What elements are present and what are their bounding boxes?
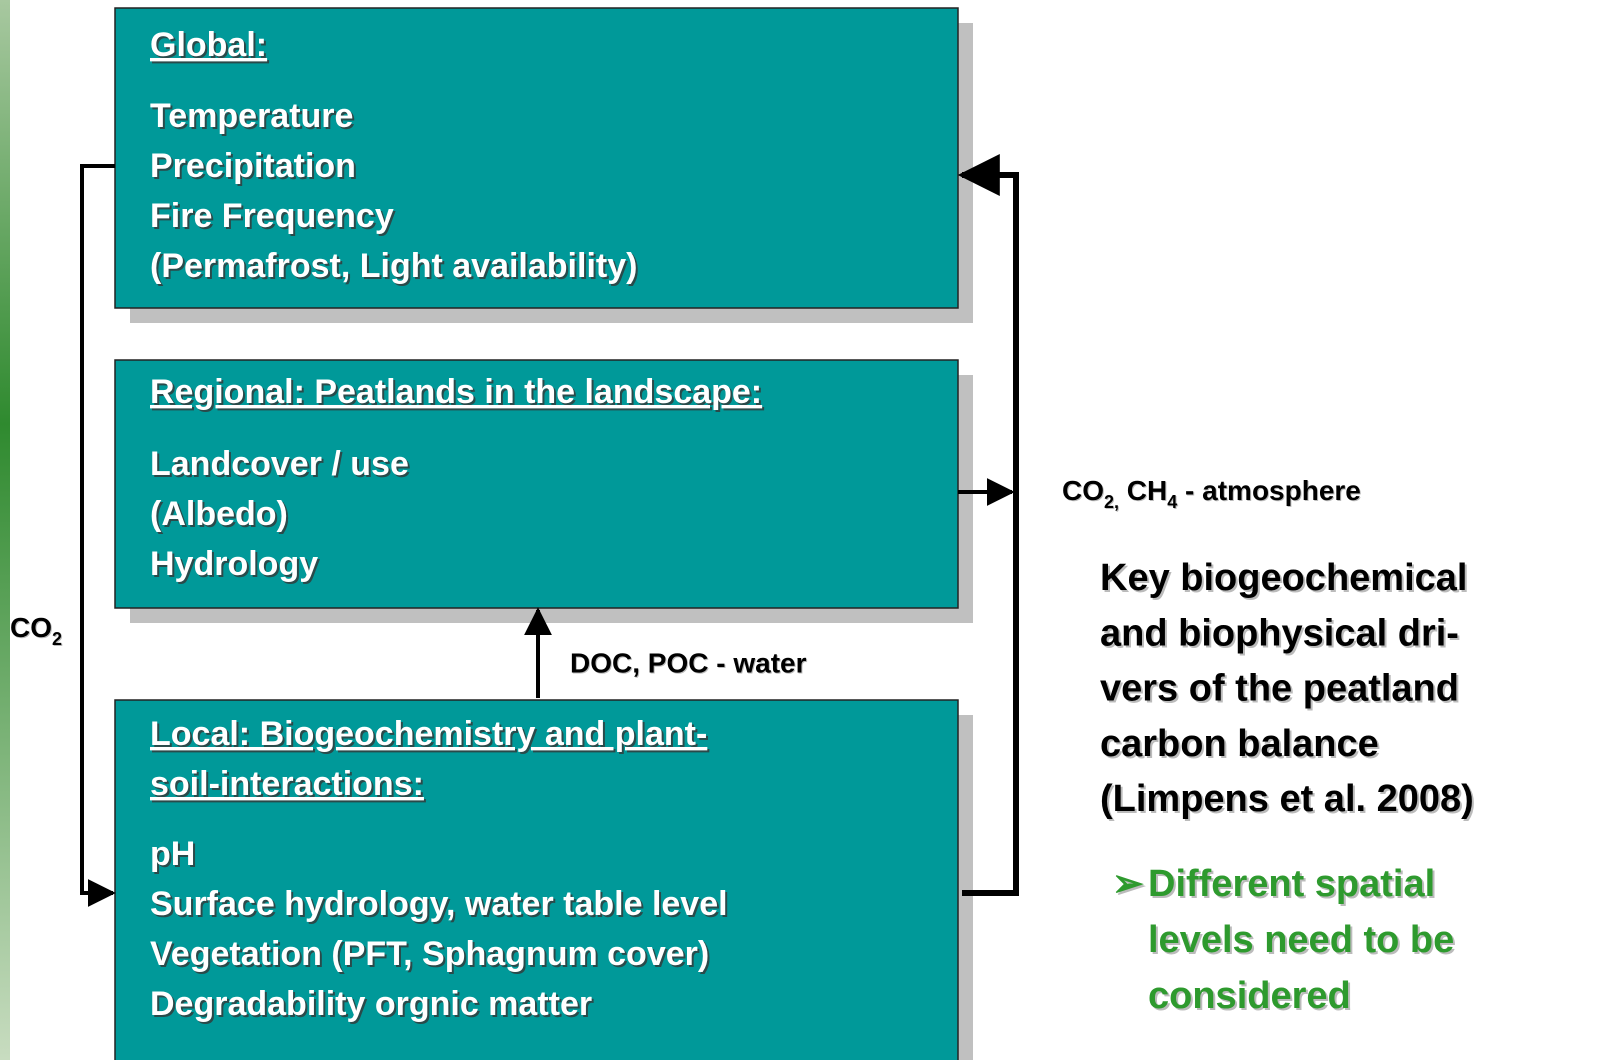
bullet-text: levels need to be: [1148, 919, 1454, 961]
regional-box: [114, 359, 959, 609]
bullet-text: considered: [1148, 975, 1351, 1017]
side-strip: [0, 0, 10, 1060]
side-text: and biophysical dri-: [1100, 612, 1459, 654]
water-label: DOC, POC - water: [570, 647, 807, 678]
bullet-symbol: ➢: [1112, 863, 1144, 905]
co2-main: CO: [10, 612, 52, 643]
co2-arrow: [80, 164, 116, 907]
co2-label: CO2: [10, 612, 62, 648]
box-item: Degradability orgnic matter: [150, 985, 592, 1023]
feedback-arrow: [957, 154, 1019, 896]
side-text: carbon balance: [1100, 723, 1379, 765]
box-title: soil-interactions:: [150, 765, 424, 803]
box-item: (Permafrost, Light availability): [150, 247, 637, 285]
box-title: Local: Biogeochemistry and plant-: [150, 715, 707, 753]
sub: 2,: [1104, 492, 1119, 512]
side-text: Key biogeochemical: [1100, 557, 1467, 599]
box-item: pH: [150, 835, 195, 873]
box-item: (Albedo): [150, 495, 288, 533]
box-item: Fire Frequency: [150, 197, 394, 235]
side-text: vers of the peatland: [1100, 668, 1459, 710]
atmosphere-label: CO2, CH4 - atmosphere: [1062, 475, 1361, 511]
box-title: Global:: [150, 26, 267, 64]
box-item: Surface hydrology, water table level: [150, 885, 728, 923]
box-item: Landcover / use: [150, 445, 409, 483]
part: CO: [1062, 475, 1104, 506]
sub: 4: [1167, 492, 1177, 512]
local-box: [114, 699, 959, 1060]
box-title: Regional: Peatlands in the landscape:: [150, 373, 762, 411]
box-item: Precipitation: [150, 147, 356, 185]
box-item: Vegetation (PFT, Sphagnum cover): [150, 935, 709, 973]
co2-sub: 2: [52, 629, 62, 649]
side-text: (Limpens et al. 2008): [1100, 778, 1474, 820]
part: - atmosphere: [1177, 475, 1361, 506]
bullet-text: Different spatial: [1148, 863, 1435, 905]
box-item: Temperature: [150, 97, 353, 135]
box-item: Hydrology: [150, 545, 318, 583]
part: CH: [1119, 475, 1167, 506]
